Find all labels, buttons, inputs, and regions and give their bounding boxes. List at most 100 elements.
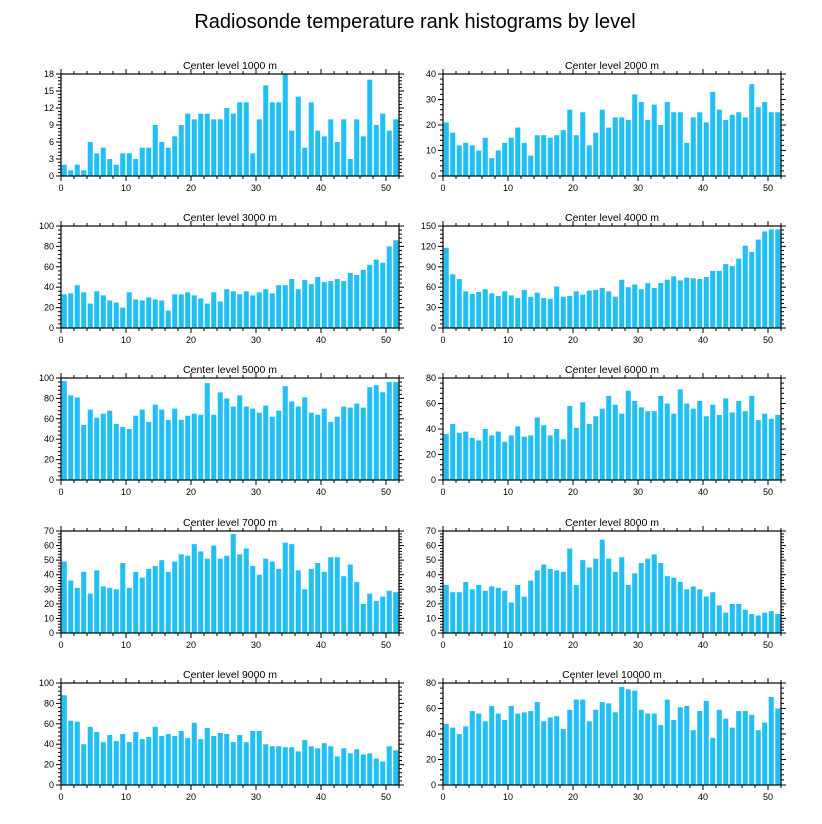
bar: [684, 277, 690, 328]
bar: [133, 415, 139, 480]
bar: [217, 558, 223, 633]
bar: [393, 119, 399, 176]
bar: [638, 709, 644, 785]
bar: [367, 264, 373, 328]
x-tick-label: 50: [763, 183, 773, 193]
bar: [204, 383, 210, 480]
bar: [749, 84, 755, 176]
panel-title: Center level 3000 m: [183, 212, 277, 224]
bar: [289, 544, 295, 633]
x-tick-label: 10: [121, 487, 131, 497]
x-tick-label: 0: [58, 183, 63, 193]
bar: [113, 423, 119, 480]
x-tick-label: 30: [251, 792, 261, 802]
bar: [619, 413, 625, 480]
bar: [185, 292, 191, 328]
bar: [755, 730, 761, 785]
x-tick-label: 10: [503, 335, 513, 345]
x-tick-label: 30: [633, 335, 643, 345]
bar: [742, 117, 748, 176]
bar: [126, 587, 132, 633]
bar: [599, 109, 605, 176]
bar: [658, 395, 664, 480]
panel-6: Center level 6000 m 0 20 40 60 80 0 10 20 30 40 50: [426, 364, 786, 497]
bar: [315, 563, 321, 633]
bar: [573, 135, 579, 176]
bar: [632, 400, 638, 480]
bar: [541, 564, 547, 633]
bar: [178, 419, 184, 480]
y-tick-label: 60: [426, 282, 436, 292]
bar: [736, 400, 742, 480]
y-tick-label: 30: [426, 584, 436, 594]
bar: [321, 743, 327, 785]
y-tick-label: 20: [426, 120, 436, 130]
bar: [580, 560, 586, 633]
bar: [489, 705, 495, 785]
bar: [528, 296, 534, 328]
bar: [159, 409, 165, 480]
bar: [677, 707, 683, 785]
bar: [393, 592, 399, 633]
x-tick-label: 40: [698, 640, 708, 650]
bar: [482, 289, 488, 328]
bar: [113, 164, 119, 176]
x-tick-label: 30: [251, 640, 261, 650]
bar: [204, 727, 210, 785]
y-tick-label: 10: [44, 613, 54, 623]
bar: [541, 135, 547, 176]
bar: [243, 406, 249, 480]
bar: [380, 761, 386, 785]
bar: [94, 291, 100, 328]
y-tick-label: 150: [421, 221, 436, 231]
x-tick-label: 10: [503, 487, 513, 497]
bar: [133, 299, 139, 328]
bar: [638, 289, 644, 328]
bar: [476, 713, 482, 785]
bar: [703, 122, 709, 176]
panel-8: Center level 8000 m 0 10 20 30 40 50 60 70 0 10 20 3…: [426, 517, 786, 650]
bar: [515, 584, 521, 633]
bar: [606, 703, 612, 785]
bar: [256, 119, 262, 176]
bar: [74, 587, 80, 633]
bar: [664, 403, 670, 480]
y-tick-label: 15: [44, 86, 54, 96]
bar: [243, 291, 249, 328]
panel-title: Center level 5000 m: [183, 364, 277, 376]
bar: [554, 716, 560, 785]
bar: [256, 292, 262, 328]
bar: [716, 109, 722, 176]
bar: [710, 91, 716, 176]
bar: [269, 416, 275, 480]
bar: [263, 85, 269, 176]
bar: [237, 102, 243, 176]
bar: [456, 279, 462, 328]
bar: [367, 79, 373, 176]
bar: [360, 603, 366, 633]
panel-title: Center level 4000 m: [565, 212, 659, 224]
bar: [560, 130, 566, 176]
bar: [515, 713, 521, 785]
bar: [580, 294, 586, 328]
bar: [380, 596, 386, 633]
bar: [178, 125, 184, 176]
bar: [697, 112, 703, 176]
bar: [139, 300, 145, 328]
bar: [81, 744, 87, 785]
bar: [521, 436, 527, 480]
panel-3: Center level 3000 m 0 20 40 60 80 100 0 10 20 30 40…: [39, 212, 404, 345]
bar: [645, 713, 651, 785]
bar: [768, 229, 774, 328]
bar: [749, 714, 755, 785]
bar: [302, 740, 308, 785]
bar: [638, 407, 644, 480]
bar: [703, 596, 709, 633]
bar: [126, 292, 132, 328]
bar: [152, 299, 158, 328]
bar: [224, 734, 230, 785]
y-tick-label: 0: [49, 171, 54, 181]
bar: [463, 431, 469, 480]
bar: [211, 545, 217, 633]
